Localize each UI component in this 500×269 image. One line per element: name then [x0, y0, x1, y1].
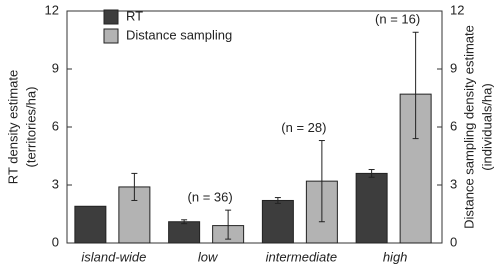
- x-tick-label: high: [383, 249, 408, 264]
- bar: [74, 205, 107, 244]
- y-tick-label: 3: [52, 176, 59, 191]
- y2-tick-label: 0: [450, 234, 457, 249]
- y-axis-label: RT density estimate: [5, 70, 20, 184]
- legend-label: RT: [126, 8, 143, 23]
- x-tick-label: island-wide: [81, 249, 146, 264]
- legend-swatch: [103, 9, 119, 25]
- y2-tick-label: 6: [450, 118, 457, 133]
- legend-label: Distance sampling: [126, 27, 232, 42]
- y-tick-label: 0: [52, 234, 59, 249]
- y2-tick-label: 9: [450, 60, 457, 75]
- legend-swatch: [103, 28, 119, 44]
- annotation: (n = 28): [281, 120, 326, 135]
- y2-axis-label: Distance sampling density estimate: [461, 25, 476, 229]
- y-tick-label: 6: [52, 118, 59, 133]
- y-tick-label: 9: [52, 60, 59, 75]
- y-tick-label: 12: [45, 2, 59, 17]
- y2-axis-label: (individuals/ha): [479, 83, 494, 170]
- x-tick-label: intermediate: [266, 249, 338, 264]
- bar: [261, 199, 294, 244]
- y-axis-label: (territories/ha): [23, 87, 38, 168]
- y2-tick-label: 3: [450, 176, 457, 191]
- annotation: (n = 16): [375, 12, 420, 27]
- y2-tick-label: 12: [450, 2, 464, 17]
- annotation: (n = 36): [188, 190, 233, 205]
- bar: [168, 221, 201, 244]
- x-tick-label: low: [198, 249, 219, 264]
- bar: [355, 172, 388, 244]
